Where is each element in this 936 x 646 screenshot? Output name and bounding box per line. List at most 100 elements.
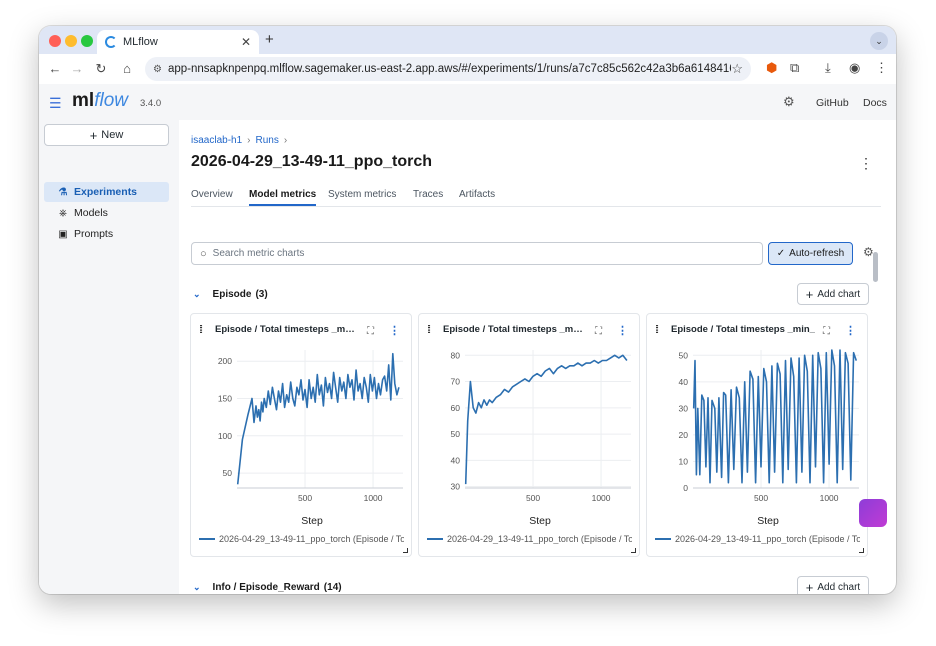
address-bar[interactable]: ⚙ app-nnsapknpenpq.mlflow.sagemaker.us-e… [145,57,751,81]
maximize-window-button[interactable] [81,35,93,47]
chart-settings-gear-icon[interactable]: ⚙ [863,245,874,259]
chart-plot[interactable]: 0 10 20 30 40 50 500 1000 Step [647,342,869,532]
resize-handle[interactable] [859,548,864,553]
add-chart-label: Add chart [817,288,861,300]
tab-system-metrics[interactable]: System metrics [328,189,397,200]
drag-handle-icon[interactable]: ⁞⁞ [655,324,659,336]
y-tick-label: 0 [683,483,688,493]
series-line[interactable] [464,354,628,485]
y-tick-label: 100 [218,431,232,441]
github-link[interactable]: GitHub [816,97,849,109]
sidebar-item-models[interactable]: ⎈ Models [44,203,169,223]
chart-title: Episode / Total timesteps _max_ [215,324,360,335]
expand-icon[interactable]: ⛶ [823,326,830,337]
add-chart-button[interactable]: + Add chart [797,576,869,594]
chart-legend: 2026-04-29_13-49-11_ppo_torch (Episode /… [199,534,404,544]
drag-handle-icon[interactable]: ⁞⁞ [199,324,203,336]
drag-handle-icon[interactable]: ⁞⁞ [427,324,431,336]
browser-window: MLflow ✕ + ⌄ ← → ↻ ⌂ ⚙ app-nnsapknpenpq.… [39,26,896,594]
sidebar-item-prompts[interactable]: ▣ Prompts [44,224,169,244]
breadcrumb: isaaclab-h1 › Runs › [191,135,288,146]
expand-icon[interactable]: ⛶ [595,326,602,337]
y-tick-label: 70 [451,377,461,387]
run-actions-menu-icon[interactable]: ⋮ [859,155,873,171]
close-tab-icon[interactable]: ✕ [240,35,251,49]
brave-shield-icon[interactable]: ⬢ [766,60,778,75]
url-text: app-nnsapknpenpq.mlflow.sagemaker.us-eas… [167,63,732,75]
version-label: 3.4.0 [140,98,162,109]
chart-card-mean: ⁞⁞ Episode / Total timesteps _mean_ ⛶ ⋮ … [418,313,640,557]
chart-menu-icon[interactable]: ⋮ [389,325,400,337]
chart-plot[interactable]: 50 100 150 200 500 1000 Step [191,342,413,532]
resize-handle[interactable] [403,548,408,553]
section-name: Info / Episode_Reward [212,582,320,593]
minimize-window-button[interactable] [65,35,77,47]
forward-icon[interactable]: → [70,61,84,76]
plus-icon: + [805,579,814,595]
hamburger-menu-icon[interactable]: ☰ [49,95,62,111]
chart-title: Episode / Total timesteps _mean_ [443,324,588,335]
legend-label: 2026-04-29_13-49-11_ppo_torch (Episode /… [447,534,632,544]
x-tick-label: 1000 [820,493,839,503]
y-tick-label: 10 [679,456,689,466]
y-tick-label: 80 [451,350,461,360]
new-tab-button[interactable]: + [265,31,274,48]
download-icon[interactable]: ⤓ [825,60,831,75]
x-tick-label: 500 [298,493,312,503]
chart-legend: 2026-04-29_13-49-11_ppo_torch (Episode /… [655,534,860,544]
search-metric-charts-input[interactable]: ○ Search metric charts [191,242,763,265]
auto-refresh-toggle[interactable]: ✓ Auto-refresh [768,242,853,265]
chart-menu-icon[interactable]: ⋮ [845,325,856,337]
legend-label: 2026-04-29_13-49-11_ppo_torch (Episode /… [219,534,404,544]
tab-model-metrics[interactable]: Model metrics [249,189,317,206]
sidebar-item-experiments[interactable]: ⚗ Experiments [44,182,169,202]
tab-overview[interactable]: Overview [191,189,233,200]
y-tick-label: 30 [679,403,689,413]
bookmark-star-icon[interactable]: ☆ [731,61,743,76]
breadcrumb-runs-link[interactable]: Runs [255,135,279,146]
tab-traces[interactable]: Traces [413,189,444,200]
tab-search-chevron-icon[interactable]: ⌄ [870,32,888,50]
expand-icon[interactable]: ⛶ [367,326,374,337]
add-chart-button[interactable]: + Add chart [797,283,869,305]
section-name: Episode [212,289,252,300]
chevron-down-icon[interactable]: ⌄ [193,289,201,299]
docs-link[interactable]: Docs [863,97,887,109]
extensions-icon[interactable]: ⧉ [790,60,800,75]
add-chart-label: Add chart [817,581,861,593]
breadcrumb-experiment-link[interactable]: isaaclab-h1 [191,135,243,146]
chart-title: Episode / Total timesteps _min_ [671,324,815,335]
y-tick-label: 40 [679,377,689,387]
home-icon[interactable]: ⌂ [123,61,131,76]
site-info-icon[interactable]: ⚙ [153,63,162,75]
back-icon[interactable]: ← [48,61,62,76]
close-window-button[interactable] [49,35,61,47]
series-line[interactable] [236,352,400,485]
reload-icon[interactable]: ↻ [95,61,107,76]
browser-tab[interactable]: MLflow ✕ [97,30,259,54]
resize-handle[interactable] [631,548,636,553]
tab-strip: MLflow ✕ + ⌄ [39,26,896,54]
section-episode-reward-header[interactable]: ⌄ Info / Episode_Reward (14) [193,582,342,593]
chart-plot[interactable]: 30 40 50 60 70 80 500 1000 Step [419,342,641,532]
x-tick-label: 1000 [592,493,611,503]
search-icon: ○ [200,247,207,260]
chevron-down-icon[interactable]: ⌄ [193,582,201,592]
new-button[interactable]: + New [44,124,169,146]
tab-artifacts[interactable]: Artifacts [459,189,496,200]
profile-avatar-icon[interactable]: ◉ [849,60,861,75]
section-episode-header[interactable]: ⌄ Episode (3) [193,289,268,300]
series-line[interactable] [692,349,858,484]
scrollbar-thumb[interactable] [873,252,878,282]
main-panel: isaaclab-h1 › Runs › 2026-04-29_13-49-11_pp… [181,123,891,594]
new-button-label: New [101,129,124,141]
mlflow-logo[interactable]: mlflow [72,90,128,111]
browser-menu-icon[interactable]: ⋮ [875,60,888,75]
models-icon: ⎈ [59,207,67,219]
y-tick-label: 30 [451,482,461,492]
settings-gear-icon[interactable]: ⚙ [783,94,795,109]
chart-menu-icon[interactable]: ⋮ [617,325,628,337]
y-tick-label: 50 [451,429,461,439]
plus-icon: + [805,286,814,302]
floating-extension-icon[interactable] [859,499,887,527]
